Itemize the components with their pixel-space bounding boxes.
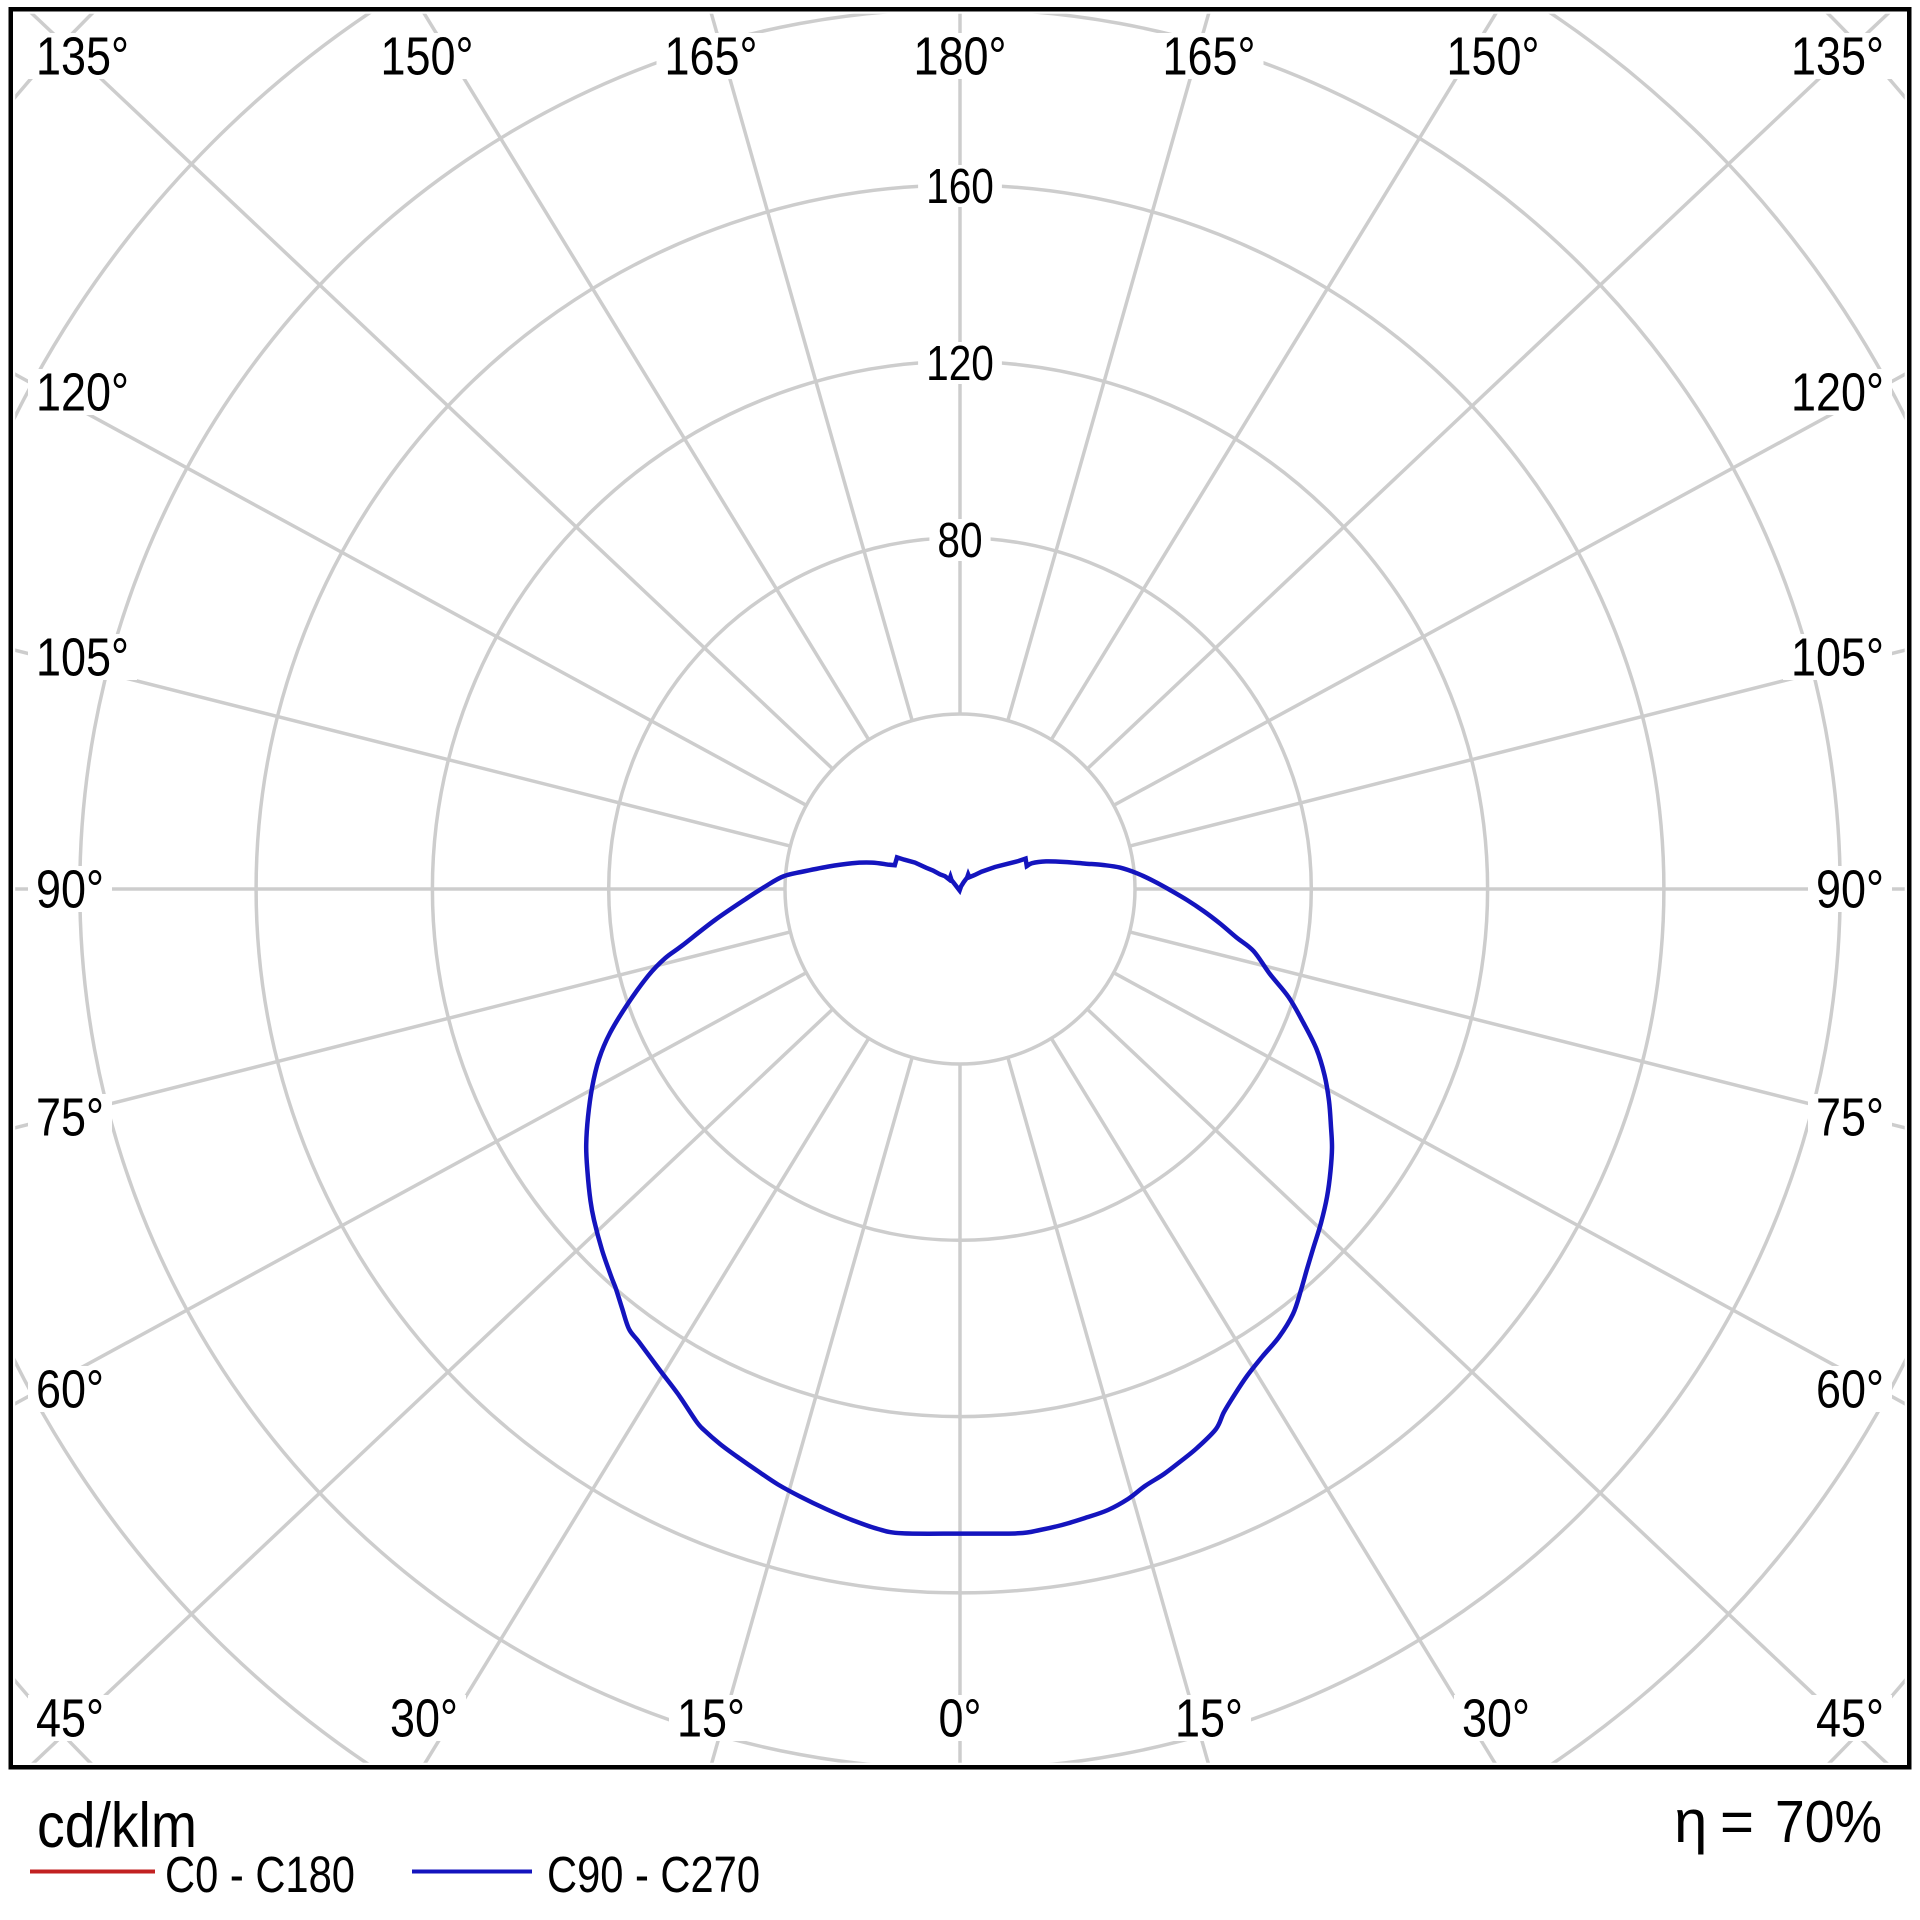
svg-text:80: 80 <box>937 514 982 568</box>
svg-text:=: = <box>1720 1789 1754 1855</box>
svg-text:60°: 60° <box>36 1360 104 1420</box>
svg-text:0°: 0° <box>939 1689 982 1749</box>
svg-text:C90 - C270: C90 - C270 <box>547 1846 760 1903</box>
svg-text:70%: 70% <box>1775 1789 1882 1855</box>
svg-text:90°: 90° <box>1816 860 1884 920</box>
svg-text:30°: 30° <box>1462 1689 1530 1749</box>
svg-text:15°: 15° <box>1175 1689 1243 1749</box>
svg-text:135°: 135° <box>1791 27 1884 87</box>
svg-text:120: 120 <box>926 337 994 391</box>
svg-text:15°: 15° <box>677 1689 745 1749</box>
svg-text:cd/klm: cd/klm <box>37 1791 197 1861</box>
svg-text:165°: 165° <box>665 27 758 87</box>
svg-text:105°: 105° <box>1791 628 1884 688</box>
svg-text:η: η <box>1674 1788 1707 1855</box>
svg-text:160: 160 <box>926 160 994 214</box>
svg-text:C0 - C180: C0 - C180 <box>165 1846 355 1903</box>
svg-text:90°: 90° <box>36 860 104 920</box>
svg-text:150°: 150° <box>381 27 474 87</box>
svg-text:75°: 75° <box>36 1088 104 1148</box>
svg-text:135°: 135° <box>36 27 129 87</box>
svg-text:120°: 120° <box>36 363 129 423</box>
svg-text:30°: 30° <box>390 1689 458 1749</box>
svg-text:45°: 45° <box>1816 1689 1884 1749</box>
svg-text:150°: 150° <box>1447 27 1540 87</box>
svg-text:75°: 75° <box>1816 1088 1884 1148</box>
svg-text:60°: 60° <box>1816 1360 1884 1420</box>
svg-text:165°: 165° <box>1163 27 1256 87</box>
svg-text:180°: 180° <box>914 27 1007 87</box>
svg-text:105°: 105° <box>36 628 129 688</box>
svg-text:120°: 120° <box>1791 363 1884 423</box>
svg-text:45°: 45° <box>36 1689 104 1749</box>
